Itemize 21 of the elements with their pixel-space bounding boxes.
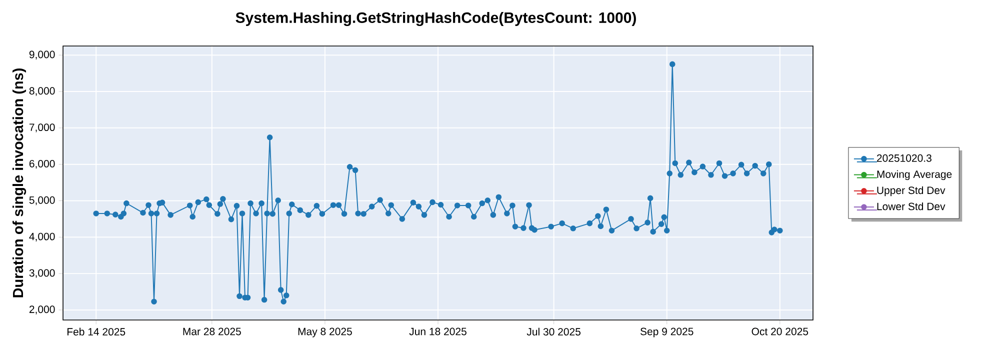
legend-label: Lower Std Dev [877,202,946,210]
y-axis-title: Duration of single invocation (ns) [12,68,26,298]
legend-label: Upper Std Dev [877,186,946,196]
x-tick-label: Mar 28 2025 [183,328,241,336]
y-tick-label: 9,000 [29,50,55,60]
y-tick-label: 6,000 [29,160,55,169]
y-tick-label: 4,000 [29,232,55,242]
y-tick-label: 8,000 [29,87,55,96]
y-tick-label: 3,000 [29,269,55,278]
x-tick-label: Feb 14 2025 [67,328,126,336]
chart-title: System.Hashing.GetStringHashCode(BytesCount: 1000) [236,12,636,26]
legend-label: 20251020.3 [876,154,932,162]
x-tick-label: Jun 18 2025 [409,328,466,336]
x-tick-label: Sep 9 2025 [640,328,694,338]
x-tick-label: Jul 30 2025 [526,328,580,336]
legend-label: Moving Average [877,170,952,180]
y-tick-label: 2,000 [29,306,55,314]
y-tick-label: 5,000 [29,196,55,206]
x-tick-label: May 8 2025 [298,328,352,338]
y-tick-label: 7,000 [29,124,55,132]
x-tick-label: Oct 20 2025 [752,328,808,336]
